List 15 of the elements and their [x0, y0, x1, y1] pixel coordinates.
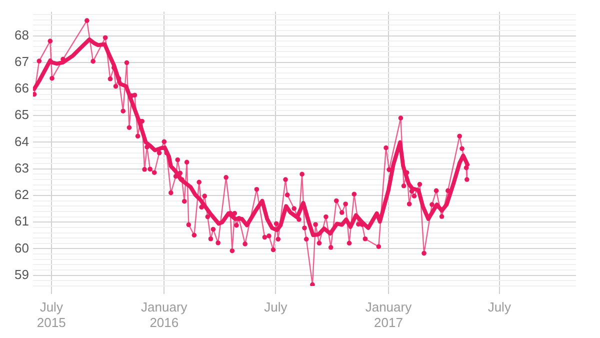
y-tick-label: 65 [14, 107, 29, 122]
x-tick-label: January 2017 [365, 299, 412, 330]
y-tick-label: 61 [14, 214, 29, 229]
y-tick-label: 66 [14, 80, 29, 96]
x-tick-label: January 2016 [141, 299, 188, 330]
y-tick-label: 63 [14, 160, 29, 176]
x-tick-label: July 2015 [36, 299, 66, 330]
y-tick-label: 62 [14, 187, 29, 202]
x-tick-label: July [488, 299, 512, 314]
x-tick-label: July [264, 299, 288, 314]
y-tick-label: 64 [14, 134, 29, 149]
y-tick-label: 68 [14, 27, 29, 42]
y-tick-label: 59 [14, 266, 29, 282]
y-tick-label: 67 [14, 54, 29, 69]
y-tick-label: 60 [14, 240, 29, 256]
